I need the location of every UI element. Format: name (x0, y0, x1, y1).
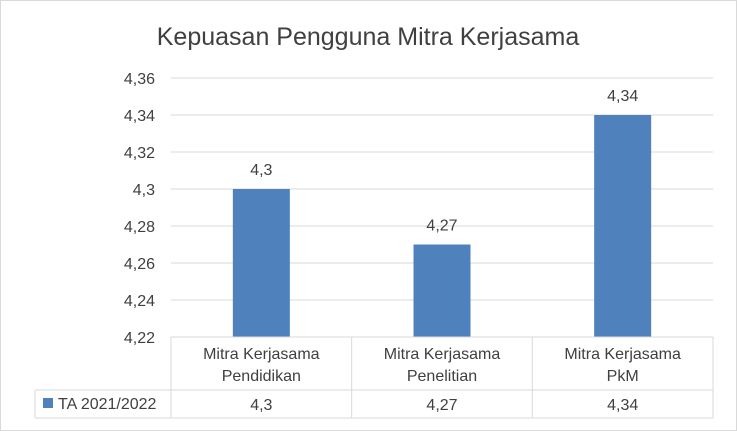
y-tick-label: 4,32 (124, 145, 155, 162)
y-tick-label: 4,24 (124, 293, 155, 310)
y-tick-label: 4,28 (124, 219, 155, 236)
x-category-label: Mitra Kerjasama (564, 346, 681, 363)
data-label: 4,34 (607, 88, 638, 105)
x-category-label: Penelitian (407, 368, 477, 385)
table-value: 4,34 (607, 397, 638, 414)
table-value: 4,3 (250, 397, 272, 414)
table-value: 4,27 (426, 397, 457, 414)
bar (594, 115, 652, 337)
y-tick-label: 4,34 (124, 108, 155, 125)
y-tick-label: 4,36 (124, 71, 155, 88)
x-category-label: Mitra Kerjasama (384, 346, 501, 363)
legend-swatch (43, 398, 53, 408)
plot-area: 4,22 4,24 4,26 4,28 4,3 4,32 4,34 4,36 4,3 4,27 4,… (34, 71, 714, 419)
legend-label: TA 2021/2022 (58, 396, 157, 413)
x-category-label: Mitra Kerjasama (203, 346, 320, 363)
x-category-label: Pendidikan (222, 368, 301, 385)
y-tick-label: 4,26 (124, 256, 155, 273)
y-tick-label: 4,22 (124, 330, 155, 347)
bar (413, 244, 471, 337)
y-tick-label: 4,3 (133, 182, 155, 199)
data-label: 4,3 (250, 162, 272, 179)
data-label: 4,27 (426, 218, 457, 235)
x-category-label: PkM (607, 368, 639, 385)
bar (232, 189, 290, 337)
chart-title: Kepuasan Pengguna Mitra Kerjasama (157, 23, 580, 51)
